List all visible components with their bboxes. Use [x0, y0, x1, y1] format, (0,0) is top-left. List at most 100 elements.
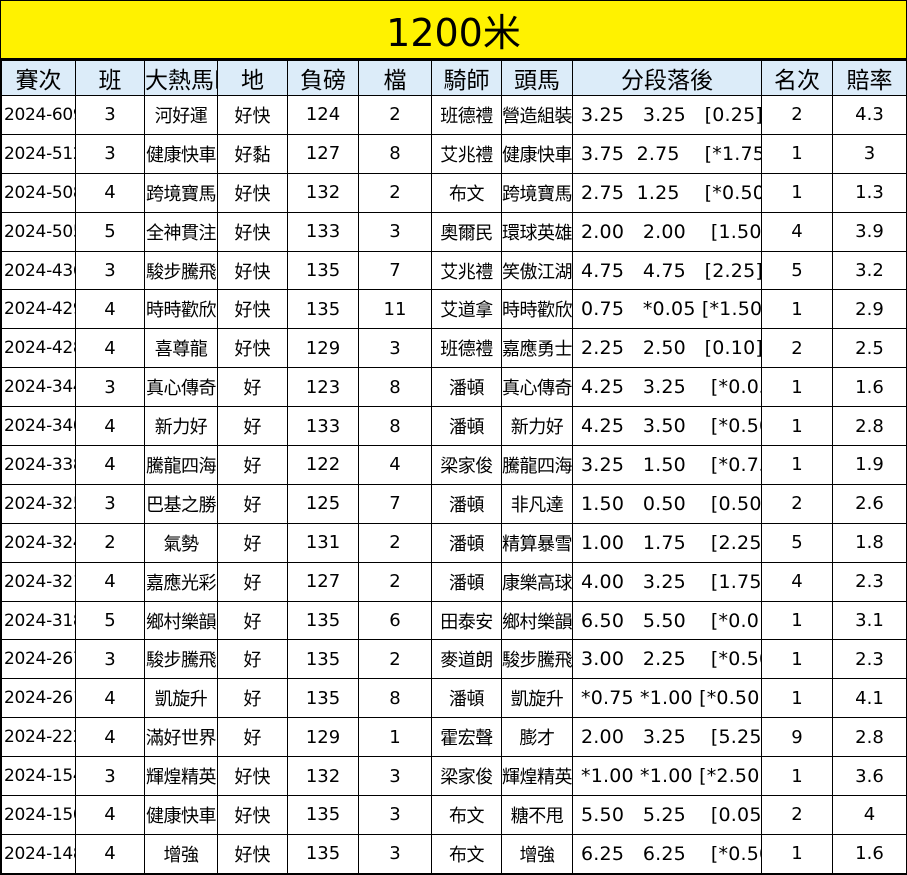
favourite-cell: 駿步騰飛 [144, 250, 218, 291]
going-cell: 好 [217, 406, 288, 447]
weight-cell: 135 [287, 795, 359, 835]
going-cell: 好快 [217, 756, 288, 797]
jockey-cell: 霍宏聲 [431, 717, 502, 758]
sectional-cell: 4.75 4.75 [2.25] [572, 250, 762, 291]
placing-cell: 2 [761, 95, 833, 135]
winner-cell: 凱旋升 [501, 678, 573, 719]
draw-cell: 11 [358, 289, 432, 330]
header-race: 賽次 [1, 60, 76, 96]
favourite-cell: 巴基之勝 [144, 483, 218, 524]
class-cell: 4 [75, 289, 145, 330]
odds-cell: 3.1 [832, 600, 907, 641]
table-row: 2024-5123健康快車好黏1278艾兆禮健康快車3.75 2.75 [*1.… [1, 133, 907, 174]
race-cell: 2024-154 [1, 756, 76, 797]
odds-cell: 1.9 [832, 445, 907, 485]
placing-cell: 4 [761, 561, 833, 602]
table-row: 2024-5055全神貫注好快1333奧爾民環球英雄2.00 2.00 [1.5… [1, 211, 907, 252]
odds-cell: 2.3 [832, 639, 907, 680]
draw-cell: 3 [358, 211, 432, 252]
header-sectional: 分段落後 [572, 60, 762, 96]
sectional-cell: *0.75 *1.00 [*0.50] [572, 678, 762, 719]
favourite-cell: 喜尊龍 [144, 328, 218, 369]
race-cell: 2024-429 [1, 289, 76, 330]
favourite-cell: 凱旋升 [144, 678, 218, 719]
odds-cell: 1.6 [832, 833, 907, 874]
going-cell: 好快 [217, 172, 288, 213]
sectional-cell: 4.00 3.25 [1.75] [572, 561, 762, 602]
class-cell: 4 [75, 561, 145, 602]
weight-cell: 127 [287, 561, 359, 602]
race-cell: 2024-436 [1, 250, 76, 291]
placing-cell: 5 [761, 522, 833, 563]
weight-cell: 129 [287, 328, 359, 369]
sectional-cell: 4.25 3.25 [*0.05] [572, 367, 762, 408]
going-cell: 好 [217, 678, 288, 719]
sectional-cell: 2.25 2.50 [0.10] [572, 328, 762, 369]
header-weight: 負磅 [287, 60, 359, 96]
jockey-cell: 梁家俊 [431, 445, 502, 485]
table-row: 2024-2673駿步騰飛好1352麥道朗駿步騰飛3.00 2.25 [*0.5… [1, 639, 907, 680]
sectional-cell: 3.00 2.25 [*0.50] [572, 639, 762, 680]
placing-cell: 1 [761, 172, 833, 213]
race-cell: 2024-338 [1, 445, 76, 485]
race-cell: 2024-428 [1, 328, 76, 369]
placing-cell: 1 [761, 756, 833, 797]
winner-cell: 膨才 [501, 717, 573, 758]
placing-cell: 1 [761, 445, 833, 485]
jockey-cell: 潘頓 [431, 561, 502, 602]
favourite-cell: 全神貫注 [144, 211, 218, 252]
weight-cell: 127 [287, 133, 359, 174]
draw-cell: 8 [358, 678, 432, 719]
placing-cell: 1 [761, 289, 833, 330]
placing-cell: 9 [761, 717, 833, 758]
draw-cell: 4 [358, 445, 432, 485]
weight-cell: 133 [287, 406, 359, 447]
class-cell: 3 [75, 483, 145, 524]
table-row: 2024-2224滿好世界好1291霍宏聲膨才2.00 3.25 [5.25]9… [1, 717, 907, 758]
class-cell: 4 [75, 795, 145, 835]
odds-cell: 4 [832, 795, 907, 835]
class-cell: 4 [75, 678, 145, 719]
sheet-title: 1200米 [1, 1, 906, 60]
placing-cell: 2 [761, 795, 833, 835]
sectional-cell: 2.00 3.25 [5.25] [572, 717, 762, 758]
odds-cell: 1.6 [832, 367, 907, 408]
sectional-cell: 2.00 2.00 [1.50] [572, 211, 762, 252]
weight-cell: 135 [287, 250, 359, 291]
jockey-cell: 潘頓 [431, 406, 502, 447]
table-row: 2024-3185鄉村樂韻好1356田泰安鄉村樂韻6.50 5.50 [*0.0… [1, 600, 907, 641]
favourite-cell: 氣勢 [144, 522, 218, 563]
jockey-cell: 潘頓 [431, 483, 502, 524]
class-cell: 3 [75, 250, 145, 291]
odds-cell: 2.8 [832, 717, 907, 758]
draw-cell: 3 [358, 833, 432, 874]
jockey-cell: 奧爾民 [431, 211, 502, 252]
winner-cell: 騰龍四海 [501, 445, 573, 485]
table-row: 2024-3384騰龍四海好1224梁家俊騰龍四海3.25 1.50 [*0.7… [1, 445, 907, 485]
header-favourite: 大熱馬匹 [144, 60, 218, 96]
weight-cell: 135 [287, 600, 359, 641]
sectional-cell: 1.00 1.75 [2.25] [572, 522, 762, 563]
table-row: 2024-3404新力好好1338潘頓新力好4.25 3.50 [*0.50]1… [1, 406, 907, 447]
winner-cell: 輝煌精英 [501, 756, 573, 797]
class-cell: 3 [75, 756, 145, 797]
jockey-cell: 布文 [431, 795, 502, 835]
favourite-cell: 健康快車 [144, 795, 218, 835]
winner-cell: 非凡達 [501, 483, 573, 524]
race-cell: 2024-148 [1, 833, 76, 874]
draw-cell: 3 [358, 328, 432, 369]
sectional-cell: 0.75 *0.05 [*1.50] [572, 289, 762, 330]
draw-cell: 8 [358, 406, 432, 447]
class-cell: 4 [75, 406, 145, 447]
weight-cell: 123 [287, 367, 359, 408]
table-row: 2024-1504健康快車好快1353布文糖不甩5.50 5.25 [0.05]… [1, 795, 907, 835]
class-cell: 4 [75, 833, 145, 874]
draw-cell: 2 [358, 95, 432, 135]
favourite-cell: 時時歡欣 [144, 289, 218, 330]
favourite-cell: 騰龍四海 [144, 445, 218, 485]
odds-cell: 2.5 [832, 328, 907, 369]
class-cell: 4 [75, 328, 145, 369]
draw-cell: 2 [358, 172, 432, 213]
header-class: 班 [75, 60, 145, 96]
placing-cell: 1 [761, 639, 833, 680]
